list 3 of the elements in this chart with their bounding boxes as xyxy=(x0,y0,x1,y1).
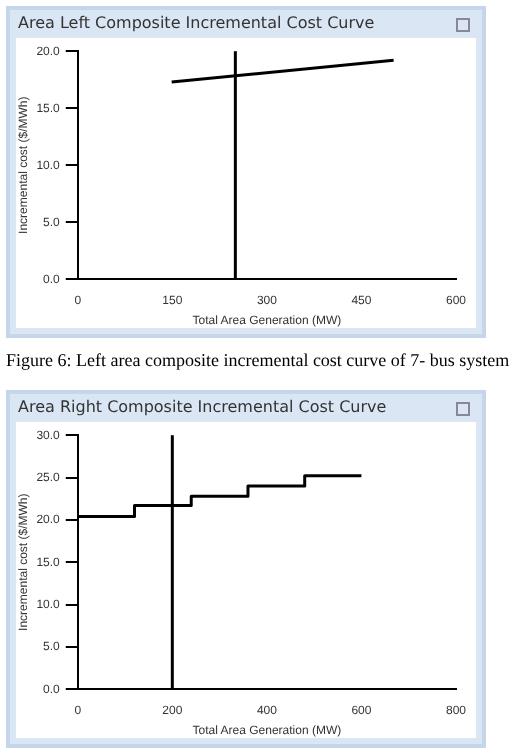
chart-title: Area Left Composite Incremental Cost Curve xyxy=(18,14,375,32)
chart-title: Area Right Composite Incremental Cost Curve xyxy=(18,398,387,416)
caption: Figure 6: Left area composite incremental cost curve of 7- bus system xyxy=(6,350,512,370)
